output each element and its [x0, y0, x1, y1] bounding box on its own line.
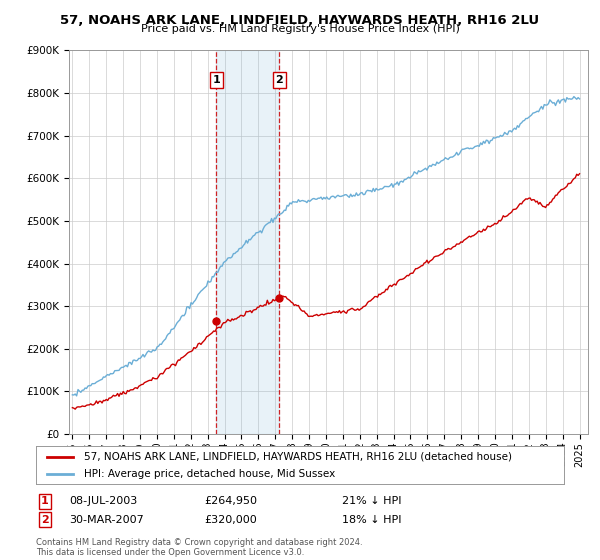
Bar	[217, 50, 280, 434]
Text: 1: 1	[212, 75, 220, 85]
Text: 18% ↓ HPI: 18% ↓ HPI	[342, 515, 401, 525]
Text: £320,000: £320,000	[204, 515, 257, 525]
Text: 08-JUL-2003: 08-JUL-2003	[69, 496, 137, 506]
Text: Contains HM Land Registry data © Crown copyright and database right 2024.
This d: Contains HM Land Registry data © Crown c…	[36, 538, 362, 557]
Text: 21% ↓ HPI: 21% ↓ HPI	[342, 496, 401, 506]
Text: HPI: Average price, detached house, Mid Sussex: HPI: Average price, detached house, Mid …	[83, 469, 335, 479]
Text: 30-MAR-2007: 30-MAR-2007	[69, 515, 144, 525]
Text: 57, NOAHS ARK LANE, LINDFIELD, HAYWARDS HEATH, RH16 2LU: 57, NOAHS ARK LANE, LINDFIELD, HAYWARDS …	[61, 14, 539, 27]
Text: 2: 2	[41, 515, 49, 525]
Text: 1: 1	[41, 496, 49, 506]
Text: 57, NOAHS ARK LANE, LINDFIELD, HAYWARDS HEATH, RH16 2LU (detached house): 57, NOAHS ARK LANE, LINDFIELD, HAYWARDS …	[83, 452, 512, 462]
Text: 2: 2	[275, 75, 283, 85]
Text: Price paid vs. HM Land Registry's House Price Index (HPI): Price paid vs. HM Land Registry's House …	[140, 24, 460, 34]
Text: £264,950: £264,950	[204, 496, 257, 506]
